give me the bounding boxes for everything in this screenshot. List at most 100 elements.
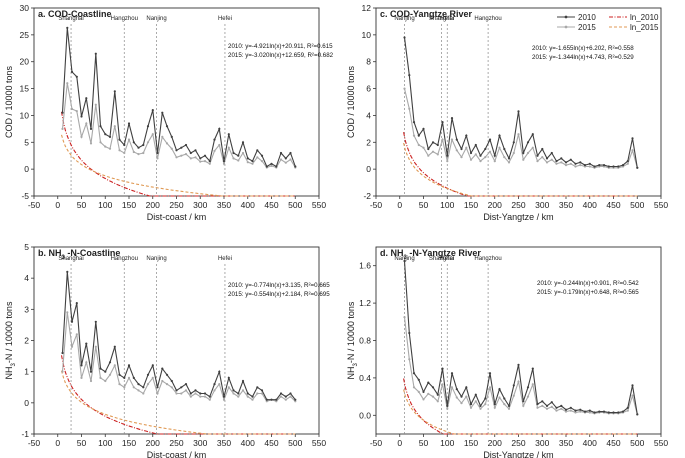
data-point-2015 xyxy=(493,406,496,409)
x-tick-label: 350 xyxy=(217,200,231,210)
data-point-2010 xyxy=(132,376,135,379)
data-point-2015 xyxy=(469,406,473,409)
data-point-2010 xyxy=(460,147,463,151)
data-point-2015 xyxy=(99,376,102,379)
data-point-2010 xyxy=(142,386,145,389)
data-point-2010 xyxy=(256,149,259,152)
data-point-2015 xyxy=(123,386,126,389)
data-point-2015 xyxy=(260,392,264,395)
data-point-2010 xyxy=(104,133,107,136)
data-point-2015 xyxy=(222,398,226,401)
data-point-2010 xyxy=(422,390,425,393)
data-point-2015 xyxy=(422,398,425,401)
data-point-2010 xyxy=(175,149,178,152)
data-point-2015 xyxy=(512,151,515,155)
city-label: Nanjing xyxy=(146,256,166,262)
data-point-2010 xyxy=(446,404,449,407)
data-point-2015 xyxy=(427,392,430,395)
data-point-2010 xyxy=(289,151,292,155)
data-point-2015 xyxy=(94,103,97,106)
y-axis-label-main: NH xyxy=(4,366,14,379)
data-point-2015 xyxy=(89,379,93,383)
data-point-2010 xyxy=(450,372,454,375)
data-point-2010 xyxy=(80,364,83,367)
data-point-2015 xyxy=(493,160,496,163)
data-point-2015 xyxy=(450,386,454,389)
data-point-2015 xyxy=(208,398,211,401)
data-point-2015 xyxy=(465,395,468,398)
data-point-2010 xyxy=(512,141,515,144)
x-tick-label: 550 xyxy=(312,200,326,210)
data-point-2015 xyxy=(446,160,449,163)
data-point-2015 xyxy=(137,153,140,156)
city-label: Hangzhou xyxy=(474,256,501,262)
data-point-2015 xyxy=(569,162,572,165)
data-point-2015 xyxy=(132,150,135,154)
data-point-2015 xyxy=(270,164,273,167)
x-tick-label: 250 xyxy=(169,200,183,210)
y-tick-label: 4 xyxy=(366,110,371,120)
data-point-2010 xyxy=(208,160,211,163)
data-point-2010 xyxy=(113,90,116,93)
data-point-2010 xyxy=(598,164,601,167)
x-tick-label: -50 xyxy=(370,200,383,210)
data-point-2010 xyxy=(412,121,416,124)
fit-curve-ln_2010 xyxy=(60,355,296,435)
plot-frame xyxy=(33,246,320,435)
data-point-2010 xyxy=(612,165,615,168)
data-point-2010 xyxy=(85,342,88,345)
y-tick-label: 0.0 xyxy=(359,410,371,420)
data-point-2010 xyxy=(170,135,173,138)
data-point-2015 xyxy=(80,376,83,379)
data-point-2015 xyxy=(626,409,629,412)
data-point-2015 xyxy=(265,400,268,403)
data-point-2010 xyxy=(469,403,473,406)
y-tick-label: 0 xyxy=(366,164,371,174)
data-point-2015 xyxy=(431,395,435,398)
data-point-2010 xyxy=(617,411,620,414)
x-tick-label: 400 xyxy=(583,438,597,448)
x-tick-label: 100 xyxy=(440,200,454,210)
y-axis-label-rest: -N / 10000 tons xyxy=(4,301,14,363)
data-point-2010 xyxy=(531,367,534,370)
data-point-2010 xyxy=(621,410,625,413)
city-label: Hefei xyxy=(218,16,232,22)
x-tick-label: -50 xyxy=(370,438,383,448)
data-point-2015 xyxy=(560,161,563,164)
data-point-2015 xyxy=(284,161,287,164)
data-point-2010 xyxy=(465,386,468,389)
x-axis-label: Dist-coast / km xyxy=(147,450,207,458)
city-label: Hangzhou xyxy=(111,256,138,262)
x-tick-label: 550 xyxy=(654,438,668,448)
series-line-2015 xyxy=(61,312,296,402)
data-point-2015 xyxy=(560,407,563,410)
data-point-2010 xyxy=(132,141,135,144)
data-point-2010 xyxy=(621,164,625,167)
data-point-2015 xyxy=(75,333,78,336)
x-tick-label: 400 xyxy=(241,438,255,448)
city-label: Hefei xyxy=(440,256,454,262)
data-point-2015 xyxy=(427,154,430,157)
x-tick-label: 100 xyxy=(440,438,454,448)
data-point-2015 xyxy=(108,373,112,376)
data-point-2015 xyxy=(203,160,207,163)
data-point-2015 xyxy=(80,135,83,138)
y-tick-label: 30 xyxy=(20,3,30,13)
data-point-2015 xyxy=(61,127,64,130)
data-point-2010 xyxy=(408,74,411,77)
data-point-2010 xyxy=(222,395,226,398)
data-point-2015 xyxy=(517,133,520,136)
data-point-2015 xyxy=(94,345,97,348)
legend-label: ln_2015 xyxy=(630,23,659,32)
data-point-2015 xyxy=(279,395,283,398)
data-point-2010 xyxy=(417,134,420,137)
y-tick-label: 0.4 xyxy=(359,373,371,383)
x-tick-label: 500 xyxy=(630,438,644,448)
data-point-2015 xyxy=(550,158,553,161)
y-tick-label: 15 xyxy=(20,84,30,94)
data-point-2015 xyxy=(199,160,202,163)
data-point-2010 xyxy=(151,109,154,112)
data-point-2010 xyxy=(123,143,126,147)
city-label: Hefei xyxy=(218,256,232,262)
legend-label: 2015 xyxy=(578,23,596,32)
